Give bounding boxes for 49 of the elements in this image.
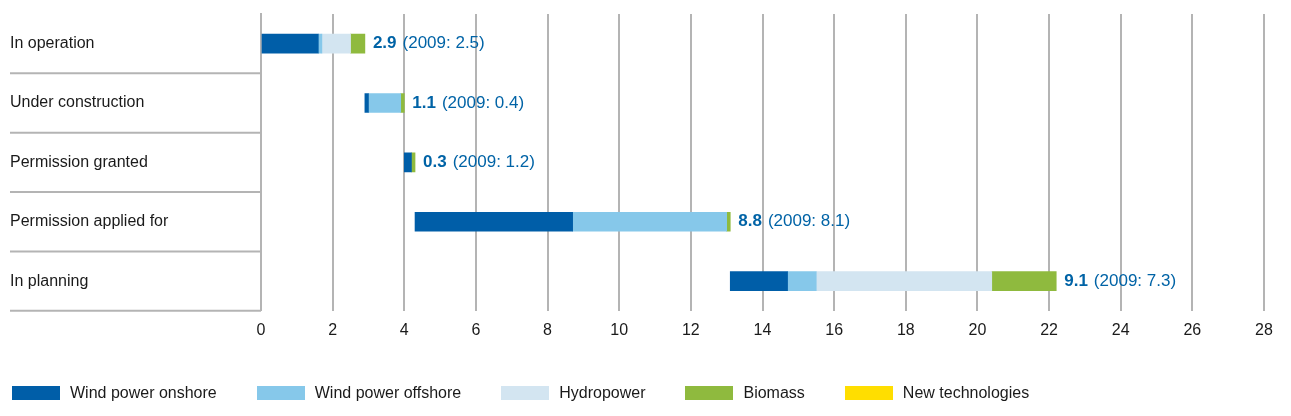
- legend-label: Biomass: [743, 384, 805, 402]
- annotation: (2009: 8.1): [767, 211, 851, 231]
- x-tick-label: 18: [896, 320, 915, 338]
- annotation: (2009: 0.4): [441, 92, 525, 112]
- bar: [261, 33, 319, 54]
- legend-label: New technologies: [902, 384, 1030, 402]
- y-tick-label: Under construction: [10, 93, 145, 111]
- x-tick-label: 6: [471, 320, 481, 338]
- x-tick-label: 8: [543, 320, 553, 338]
- x-tick-label: 12: [681, 320, 700, 338]
- bar: [403, 152, 412, 173]
- total-label: 9.1: [1064, 270, 1088, 290]
- y-tick-label: Permission granted: [10, 152, 148, 170]
- annotation: (2009: 1.2): [452, 152, 535, 172]
- legend-label: Wind power onshore: [70, 384, 217, 402]
- bar: [729, 271, 788, 291]
- bar: [364, 93, 369, 113]
- bar: [321, 33, 351, 54]
- bar: [726, 211, 731, 232]
- bar: [350, 33, 366, 54]
- annotation: (2009: 2.5): [402, 33, 485, 53]
- bar: [991, 271, 1057, 291]
- bar: [414, 211, 573, 232]
- y-tick-label: In operation: [10, 34, 95, 52]
- x-tick-label: 14: [753, 320, 772, 338]
- total-label: 8.8: [738, 211, 762, 231]
- x-tick-label: 24: [1111, 320, 1130, 338]
- total-label: 2.9: [372, 33, 397, 53]
- legend-label: Wind power offshore: [314, 384, 462, 402]
- bar: [368, 93, 402, 113]
- y-tick-label: Permission applied for: [10, 212, 169, 230]
- x-tick-label: 0: [256, 320, 266, 338]
- bar: [400, 93, 405, 113]
- annotation: (2009: 7.3): [1093, 270, 1177, 290]
- total-label: 1.1: [412, 92, 436, 112]
- x-tick-label: 26: [1183, 320, 1202, 338]
- x-tick-label: 10: [610, 320, 629, 338]
- legend-label: Hydropower: [559, 384, 646, 402]
- bar: [815, 271, 993, 291]
- x-tick-label: 16: [825, 320, 844, 338]
- x-tick-label: 2: [328, 320, 338, 338]
- x-tick-label: 20: [968, 320, 987, 338]
- bar: [787, 271, 817, 291]
- bar: [572, 211, 728, 232]
- total-label: 0.3: [423, 152, 447, 172]
- x-tick-label: 22: [1040, 320, 1059, 338]
- y-tick-label: In planning: [10, 271, 89, 289]
- x-tick-label: 4: [399, 320, 409, 338]
- x-tick-label: 28: [1255, 320, 1273, 338]
